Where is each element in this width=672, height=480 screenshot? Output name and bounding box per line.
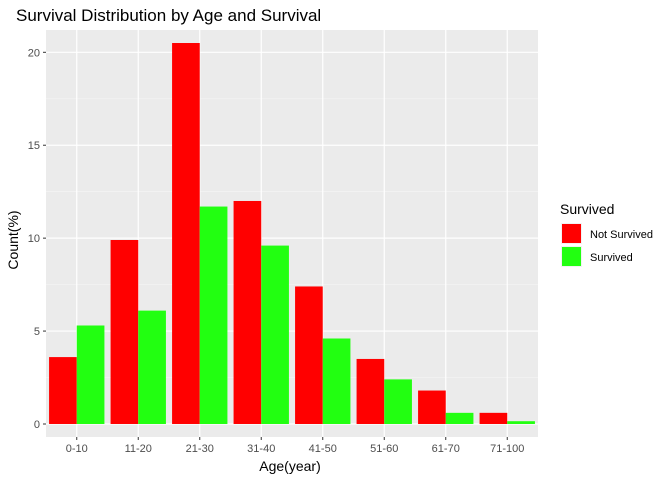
legend-swatch [562,247,581,266]
bar-survived [261,245,289,424]
bar-not-survived [233,200,262,424]
bar-not-survived [295,286,323,424]
x-tick-label: 31-40 [247,443,275,455]
x-tick-label: 71-100 [490,443,524,455]
bar-not-survived [356,358,385,424]
x-tick-label: 11-20 [125,443,152,455]
y-tick-label: 10 [28,233,40,245]
x-tick-label: 21-30 [186,443,214,455]
x-tick-label: 51-60 [370,443,398,455]
x-axis-title: Age(year) [259,458,320,474]
legend-label: Not Survived [590,229,653,241]
legend-swatch [562,224,581,243]
bar-survived [384,379,412,424]
bar-survived [445,412,474,424]
bar-survived [507,421,535,424]
x-axis: 0-10 11-20 21-30 31-40 41-50 51-60 61-70 71-100 [66,437,524,455]
x-tick-label: 0-10 [66,443,88,455]
y-tick-label: 5 [34,326,40,338]
y-axis: 0 5 10 15 20 [28,47,46,431]
bar-not-survived [172,43,200,424]
bars [49,43,535,424]
legend-title: Survived [560,201,614,217]
y-tick-label: 15 [28,140,40,152]
y-tick-label: 20 [28,47,40,59]
bar-not-survived [418,390,446,424]
bar-not-survived [110,240,139,424]
bar-survived [76,325,105,424]
bar-not-survived [479,412,508,424]
chart-title: Survival Distribution by Age and Surviva… [16,6,321,25]
bar-survived [322,338,351,424]
bar-not-survived [49,357,77,424]
bar-survived [199,206,228,424]
legend-label: Survived [590,252,633,264]
y-axis-title: Count(%) [5,210,21,269]
y-tick-label: 0 [34,419,40,431]
x-tick-label: 61-70 [432,443,460,455]
x-tick-label: 41-50 [309,443,337,455]
bar-survived [138,310,166,424]
legend: Survived Not Survived Survived [560,201,653,267]
